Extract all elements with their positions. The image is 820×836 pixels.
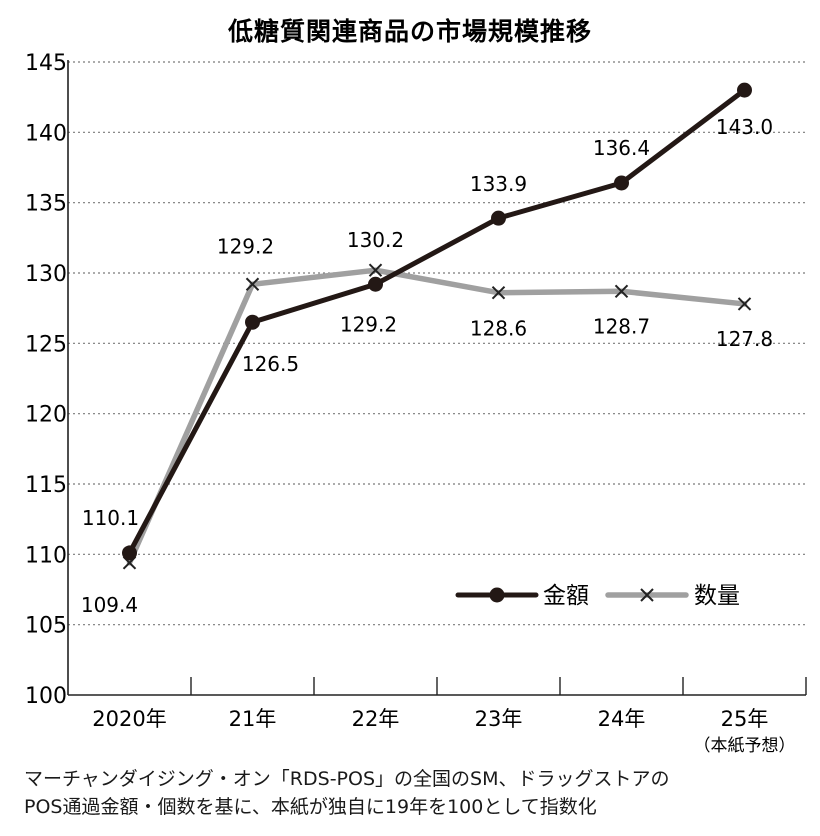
data-point-amount (368, 276, 383, 292)
footnote-line-1: マーチャンダイジング・オン「RDS-POS」の全国のSM、ドラッグストアの (24, 768, 670, 790)
data-point-amount (122, 545, 137, 561)
y-tick-label: 115 (25, 473, 67, 498)
y-tick-label: 135 (25, 192, 67, 217)
x-tick-label: 2020年 (92, 707, 166, 731)
series-line-quantity (126, 267, 748, 566)
data-point-quantity (491, 285, 506, 300)
data-point-quantity (368, 263, 383, 277)
data-labels: 110.1 126.5 129.2 133.9 136.4 143.0 109.4 129.2… (81, 115, 773, 617)
data-point-amount (491, 210, 506, 226)
data-label-quantity: 129.2 (217, 234, 274, 258)
y-tick-label: 140 (25, 121, 67, 146)
series-line-amount (127, 87, 747, 556)
x-tick-label: 23年 (475, 707, 523, 731)
x-axis-ticks: 2020年 21年 22年 23年 24年 25年 （本紙予想） (92, 707, 795, 756)
data-label-amount: 126.5 (242, 352, 299, 376)
data-point-quantity (245, 277, 260, 291)
legend-label-amount: 金額 (543, 583, 589, 609)
y-tick-label: 120 (25, 403, 67, 428)
data-label-amount: 143.0 (716, 115, 773, 139)
data-point-quantity (737, 297, 752, 311)
y-tick-label: 125 (25, 332, 67, 357)
axes (67, 60, 807, 696)
x-tick-label: 21年 (229, 707, 277, 731)
x-tick-label: 24年 (598, 707, 646, 731)
y-tick-label: 100 (25, 684, 67, 709)
legend: 金額 数量 (455, 583, 740, 609)
data-label-quantity: 128.7 (593, 314, 650, 338)
data-label-quantity: 127.8 (716, 327, 773, 351)
y-tick-label: 110 (25, 543, 67, 568)
data-point-quantity (614, 284, 629, 298)
x-tick-sublabel: （本紙予想） (694, 736, 796, 756)
y-tick-label: 105 (25, 614, 67, 639)
data-label-amount: 110.1 (82, 506, 139, 530)
footnote-line-2: POS通過金額・個数を基に、本紙が独自に19年を100として指数化 (24, 796, 597, 818)
legend-marker-quantity (640, 588, 654, 602)
x-tick-label: 22年 (352, 707, 400, 731)
y-tick-label: 145 (25, 51, 67, 76)
y-axis-ticks: 100 105 110 115 120 125 130 135 140 145 (25, 51, 67, 709)
data-label-amount: 136.4 (593, 136, 650, 160)
legend-marker-amount (489, 587, 505, 603)
series-group (122, 82, 752, 570)
data-point-amount (614, 175, 629, 191)
x-tick-label: 25年 (721, 707, 769, 731)
data-point-amount (737, 82, 752, 98)
data-point-amount (245, 314, 260, 330)
data-label-quantity: 130.2 (347, 228, 404, 252)
chart-title: 低糖質関連商品の市場規模推移 (227, 17, 592, 46)
data-label-quantity: 128.6 (470, 317, 527, 341)
gridlines (68, 61, 806, 626)
y-tick-label: 130 (25, 262, 67, 287)
data-label-amount: 133.9 (470, 172, 527, 196)
data-label-quantity: 109.4 (81, 593, 138, 617)
data-label-amount: 129.2 (340, 312, 397, 336)
legend-label-quantity: 数量 (694, 583, 740, 609)
